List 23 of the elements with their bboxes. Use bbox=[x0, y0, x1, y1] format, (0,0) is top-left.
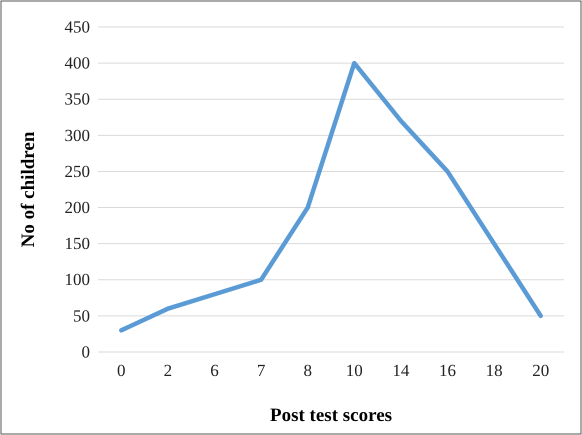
x-tick-label: 6 bbox=[210, 361, 219, 380]
y-tick-label: 50 bbox=[73, 306, 90, 326]
x-tick-label: 7 bbox=[256, 361, 266, 380]
y-tick-label: 0 bbox=[82, 342, 90, 362]
x-tick-label: 16 bbox=[439, 361, 456, 380]
x-tick-label: 14 bbox=[392, 361, 410, 380]
x-tick-label: 10 bbox=[346, 361, 363, 380]
x-tick-label: 2 bbox=[164, 361, 172, 380]
y-tick-label: 450 bbox=[64, 17, 90, 36]
y-tick-label: 300 bbox=[64, 126, 90, 145]
y-tick-label: 200 bbox=[64, 198, 90, 217]
x-tick-label: 0 bbox=[117, 361, 126, 380]
y-tick-label: 100 bbox=[64, 270, 90, 290]
y-axis-title: No of children bbox=[18, 131, 39, 248]
x-axis-title: Post test scores bbox=[270, 405, 392, 426]
x-tick-label: 18 bbox=[486, 361, 503, 380]
x-tick-label: 20 bbox=[532, 361, 550, 380]
y-tick-label: 400 bbox=[64, 54, 90, 73]
y-tick-label: 150 bbox=[64, 234, 90, 254]
x-tick-label: 8 bbox=[303, 361, 312, 380]
line-series bbox=[119, 60, 543, 333]
y-tick-label: 250 bbox=[64, 162, 90, 181]
y-tick-label: 350 bbox=[64, 90, 90, 109]
